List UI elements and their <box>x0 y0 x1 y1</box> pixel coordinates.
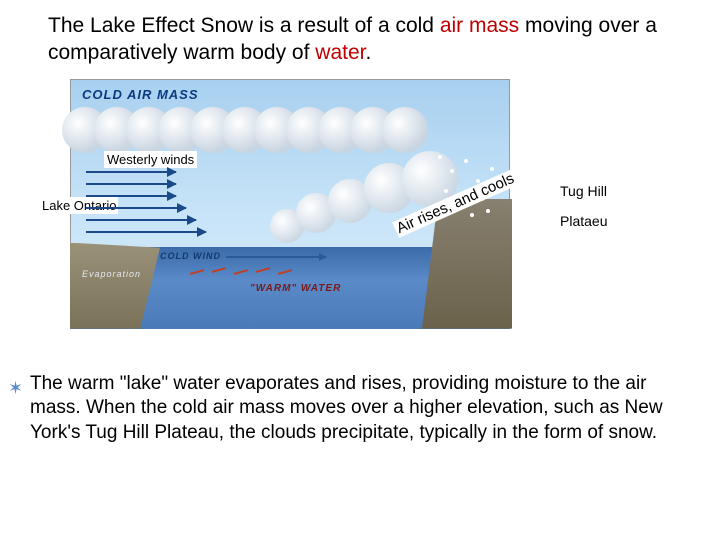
tug-hill-label: Tug Hill <box>560 183 607 199</box>
cold-wind-arrow <box>226 256 326 258</box>
cold-air-mass-label: COLD AIR MASS <box>82 87 302 107</box>
title-text: The Lake Effect Snow is a result of a co… <box>0 0 720 75</box>
bullet-icon: ✶ <box>8 378 23 399</box>
evaporation-label: Evaporation <box>82 269 141 279</box>
body-text: The warm "lake" water evaporates and ris… <box>30 372 696 445</box>
wind-arrows-low <box>86 207 206 237</box>
cold-wind-label: COLD WIND <box>160 251 221 261</box>
title-part1: The Lake Effect Snow is a result of a co… <box>48 14 440 37</box>
title-red1: air mass <box>440 14 519 37</box>
westerly-winds-label: Westerly winds <box>104 151 197 168</box>
wind-arrows <box>86 171 206 201</box>
cloud-band <box>76 107 496 147</box>
title-red2: water <box>315 41 365 64</box>
title-part3: . <box>365 41 371 64</box>
plateau-label: Plataeu <box>560 213 607 229</box>
diagram: COLD AIR MASS Westerly winds Lake Ontari… <box>40 79 680 329</box>
warm-water-label: "WARM" WATER <box>250 283 341 294</box>
